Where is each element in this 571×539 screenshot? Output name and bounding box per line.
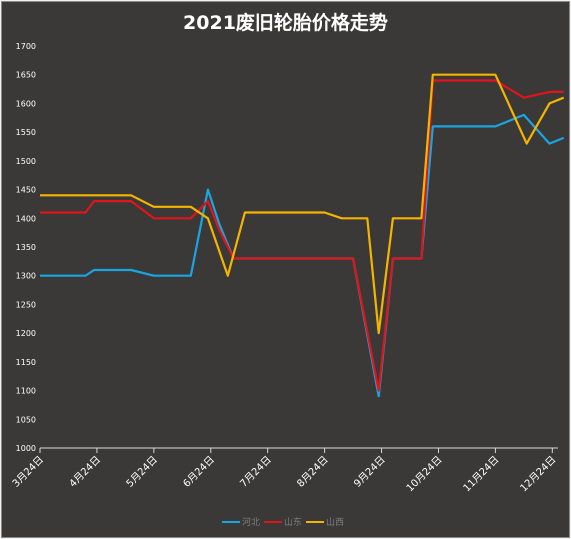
legend: 河北 山东 山西 xyxy=(222,516,344,528)
x-tick-label: 4月24日 xyxy=(67,454,103,490)
y-tick-label: 1250 xyxy=(16,300,36,309)
x-tick-label: 8月24日 xyxy=(295,454,331,490)
y-tick-label: 1700 xyxy=(16,42,36,51)
y-tick-label: 1000 xyxy=(16,444,36,453)
series-line-1 xyxy=(40,113,565,398)
y-tick-label: 1650 xyxy=(16,71,36,80)
x-tick-label: 11月24日 xyxy=(461,454,502,495)
legend-label: 山西 xyxy=(326,517,344,528)
x-tick-label: 10月24日 xyxy=(404,454,445,495)
legend-label: 河北 xyxy=(242,516,260,528)
y-tick-label: 1500 xyxy=(16,157,36,166)
y-tick-label: 1400 xyxy=(16,214,36,223)
x-tick-label: 7月24日 xyxy=(238,454,274,490)
y-tick-label: 1350 xyxy=(16,243,36,252)
x-tick-label: 12月24日 xyxy=(518,454,559,495)
legend-label: 山东 xyxy=(284,516,302,528)
chart-title: 2021废旧轮胎价格走势 xyxy=(183,12,388,34)
x-tick-label: 6月24日 xyxy=(181,454,217,490)
y-tick-label: 1300 xyxy=(16,272,36,281)
y-tick-label: 1050 xyxy=(16,415,36,424)
y-tick-label: 1450 xyxy=(16,186,36,195)
y-tick-label: 1150 xyxy=(16,358,36,367)
y-tick-label: 1550 xyxy=(16,128,36,137)
axes-layer: 1000 1050 1100 1150 1200 1250 1300 1350 1400 1450… xyxy=(10,42,558,494)
x-tick-label: 9月24日 xyxy=(352,454,388,490)
series-line-3 xyxy=(40,73,565,335)
y-tick-label: 1600 xyxy=(16,99,36,108)
x-tick-label: 3月24日 xyxy=(10,454,46,490)
x-tick-label: 5月24日 xyxy=(124,454,160,490)
y-tick-label: 1200 xyxy=(16,329,36,338)
y-tick-label: 1100 xyxy=(16,387,36,396)
series-layer xyxy=(40,73,565,398)
